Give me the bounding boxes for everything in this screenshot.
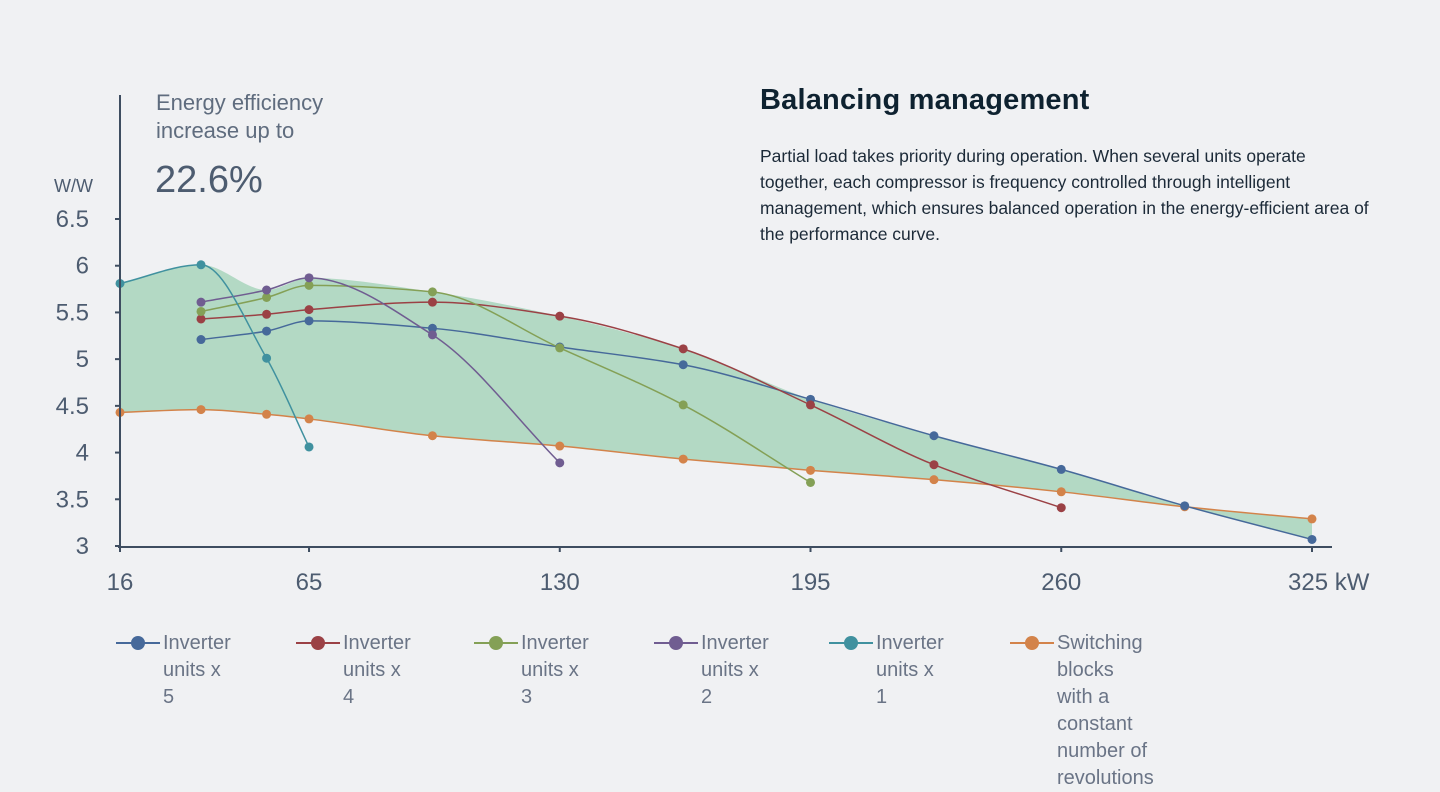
data-point bbox=[262, 409, 272, 419]
data-point bbox=[929, 460, 939, 470]
y-tick-label: 5 bbox=[76, 346, 89, 373]
data-point bbox=[678, 400, 688, 410]
x-tick-label: 195 bbox=[790, 569, 830, 596]
legend-item: Inverter units x 5 bbox=[116, 630, 231, 711]
data-point bbox=[304, 316, 314, 326]
data-point bbox=[262, 326, 272, 336]
legend-label: Inverter units x 1 bbox=[876, 632, 944, 708]
data-point bbox=[1056, 464, 1066, 474]
performance-chart: 33.544.555.566.516 65 130 195 260 325 kW W/W … bbox=[54, 90, 1370, 596]
data-point bbox=[304, 273, 314, 283]
series-line bbox=[119, 264, 310, 448]
legend-swatch-icon bbox=[474, 630, 518, 656]
series-line bbox=[200, 301, 1062, 509]
data-point bbox=[1056, 487, 1066, 497]
info-body: Partial load takes priority during opera… bbox=[760, 146, 1369, 244]
data-point bbox=[678, 454, 688, 464]
y-tick-label: 3 bbox=[76, 533, 89, 560]
x-tick-label: 65 bbox=[296, 569, 323, 596]
series-line bbox=[200, 277, 561, 464]
legend-label: Inverter units x 3 bbox=[521, 632, 589, 708]
data-point bbox=[304, 280, 314, 290]
data-point bbox=[262, 353, 272, 363]
series-layer bbox=[115, 260, 1317, 544]
data-point bbox=[196, 306, 206, 316]
x-tick-label: 325 kW bbox=[1288, 569, 1370, 596]
data-point bbox=[427, 330, 437, 340]
data-point bbox=[427, 297, 437, 307]
legend-item: Switching blocks with a constant number … bbox=[1010, 630, 1154, 792]
series-line bbox=[200, 284, 811, 484]
data-point bbox=[555, 311, 565, 321]
data-point bbox=[929, 475, 939, 485]
y-tick-label: 3.5 bbox=[56, 486, 89, 513]
data-point bbox=[262, 309, 272, 319]
data-point bbox=[555, 441, 565, 451]
data-point bbox=[196, 314, 206, 324]
data-point bbox=[304, 442, 314, 452]
x-tick-label: 130 bbox=[540, 569, 580, 596]
legend-swatch-icon bbox=[296, 630, 340, 656]
data-point bbox=[929, 431, 939, 441]
x-tick-label: 16 bbox=[107, 569, 134, 596]
info-title: Balancing management bbox=[760, 84, 1090, 116]
x-tick-label: 260 bbox=[1041, 569, 1081, 596]
data-point bbox=[262, 292, 272, 302]
legend-item: Inverter units x 1 bbox=[829, 630, 944, 711]
legend-item: Inverter units x 3 bbox=[474, 630, 589, 711]
legend-swatch-icon bbox=[1010, 630, 1054, 656]
data-point bbox=[427, 431, 437, 441]
legend-item: Inverter units x 2 bbox=[654, 630, 769, 711]
legend-label: Inverter units x 2 bbox=[701, 632, 769, 708]
data-point bbox=[806, 465, 816, 475]
legend-label: Switching blocks with a constant number … bbox=[1057, 632, 1154, 789]
info-block: Balancing management Partial load takes … bbox=[760, 84, 1370, 247]
y-tick-label: 4 bbox=[76, 440, 89, 467]
data-point bbox=[806, 477, 816, 487]
callout-line-2: increase up to bbox=[156, 118, 294, 143]
data-point bbox=[196, 405, 206, 415]
efficiency-band-area bbox=[120, 264, 1312, 540]
legend-label: Inverter units x 5 bbox=[163, 632, 231, 708]
data-point bbox=[1056, 503, 1066, 513]
data-point bbox=[1307, 514, 1317, 524]
data-point bbox=[1307, 534, 1317, 544]
legend-label: Inverter units x 4 bbox=[343, 632, 411, 708]
legend-swatch-icon bbox=[654, 630, 698, 656]
data-point bbox=[262, 285, 272, 295]
data-point bbox=[806, 400, 816, 410]
y-tick-label: 5.5 bbox=[56, 299, 89, 326]
data-point bbox=[427, 323, 437, 333]
y-tick-label: 6 bbox=[76, 253, 89, 280]
data-point bbox=[555, 343, 565, 353]
callout-line-1: Energy efficiency bbox=[156, 90, 323, 115]
data-point bbox=[196, 260, 206, 270]
y-tick-label: 6.5 bbox=[56, 206, 89, 233]
data-point bbox=[555, 458, 565, 468]
data-point bbox=[196, 335, 206, 345]
y-tick-label: 4.5 bbox=[56, 393, 89, 420]
data-point bbox=[678, 360, 688, 370]
ticks-layer: 3 3.5 4 4.5 5 5.5 6 6.5 16 65 130 195 260 325 kW bbox=[56, 206, 1370, 596]
data-point bbox=[427, 287, 437, 297]
data-point bbox=[1180, 501, 1190, 511]
legend-item: Inverter units x 4 bbox=[296, 630, 411, 711]
data-point bbox=[196, 297, 206, 307]
data-point bbox=[304, 414, 314, 424]
legend-swatch-icon bbox=[116, 630, 160, 656]
y-unit-label: W/W bbox=[54, 176, 93, 196]
data-point bbox=[304, 305, 314, 315]
callout-value: 22.6% bbox=[155, 159, 263, 201]
data-point bbox=[678, 344, 688, 354]
legend-swatch-icon bbox=[829, 630, 873, 656]
